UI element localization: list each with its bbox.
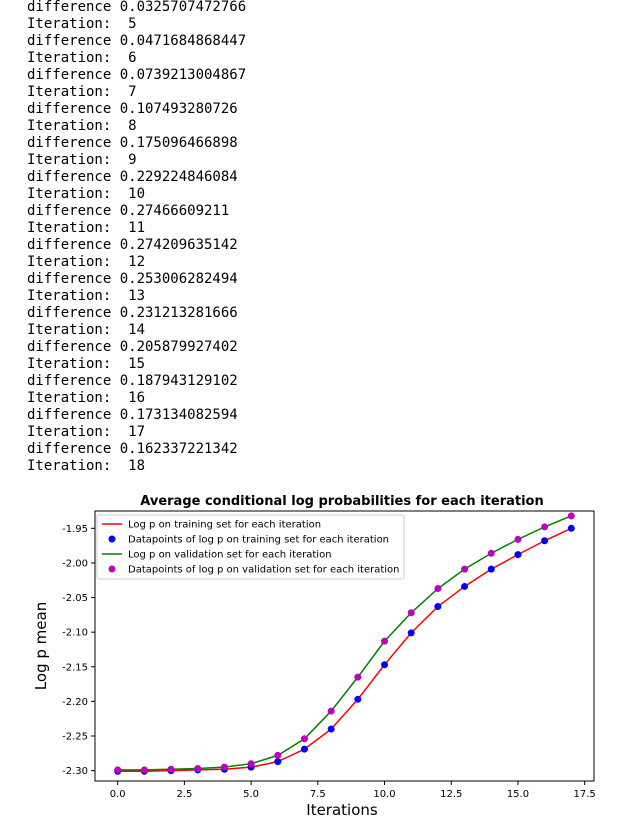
- console-line: Iteration: 6: [27, 50, 137, 66]
- console-line: Iteration: 8: [27, 118, 137, 134]
- legend-entry: Log p on training set for each iteration: [128, 520, 321, 531]
- console-line: Iteration: 9: [27, 152, 137, 168]
- console-output: difference 0.0325707472766 Iteration: 5 di…: [27, 0, 246, 475]
- data-point: [434, 585, 442, 593]
- console-line: difference 0.27466609211: [27, 203, 230, 219]
- console-line: difference 0.205879927402: [27, 339, 238, 355]
- console-line: Iteration: 5: [27, 16, 137, 32]
- x-tick-label: 2.5: [176, 789, 192, 800]
- x-tick-label: 0.0: [110, 789, 126, 800]
- legend-marker-swatch: [108, 535, 116, 543]
- data-point: [567, 512, 575, 520]
- legend: Log p on training set for each iteration…: [96, 514, 405, 580]
- y-axis-label: Log p mean: [32, 602, 50, 690]
- y-tick-label: -1.95: [62, 524, 88, 535]
- data-point: [381, 661, 389, 669]
- console-line: difference 0.173134082594: [27, 407, 238, 423]
- data-point: [381, 637, 389, 645]
- legend-marker-swatch: [108, 565, 116, 573]
- data-point: [487, 549, 495, 557]
- console-line: Iteration: 10: [27, 186, 146, 202]
- console-line: Iteration: 16: [27, 390, 146, 406]
- console-line: difference 0.253006282494: [27, 271, 238, 287]
- data-point: [327, 725, 335, 733]
- console-line: difference 0.274209635142: [27, 237, 238, 253]
- y-tick-label: -2.20: [62, 697, 88, 708]
- x-axis-label: Iterations: [306, 801, 378, 819]
- console-line: Iteration: 18: [27, 458, 146, 474]
- y-axis: -1.95 -2.00 -2.05 -2.10 -2.15 -2.20 -2.25 -2.30: [62, 524, 95, 777]
- data-point: [327, 707, 335, 715]
- legend-entry: Log p on validation set for each iterati…: [128, 550, 332, 561]
- console-line: Iteration: 11: [27, 220, 146, 236]
- y-tick-label: -2.25: [62, 732, 88, 743]
- x-tick-label: 12.5: [440, 789, 462, 800]
- x-tick-label: 10.0: [373, 789, 395, 800]
- console-line: Iteration: 12: [27, 254, 146, 270]
- legend-entry: Datapoints of log p on training set for …: [128, 535, 389, 546]
- data-point: [461, 582, 469, 590]
- console-line: Iteration: 13: [27, 288, 146, 304]
- series-line-2: [117, 515, 572, 771]
- console-line: difference 0.162337221342: [27, 441, 238, 457]
- console-line: Iteration: 17: [27, 424, 146, 440]
- console-line: difference 0.229224846084: [27, 169, 238, 185]
- data-point: [140, 766, 148, 774]
- x-axis: 0.0 2.5 5.0 7.5 10.0 12.5 15.0 17.5: [110, 781, 596, 800]
- x-tick-label: 5.0: [243, 789, 259, 800]
- y-tick-label: -2.05: [62, 593, 88, 604]
- data-point: [487, 565, 495, 573]
- data-point: [461, 565, 469, 573]
- console-line: difference 0.0325707472766: [27, 0, 247, 15]
- log-probability-chart: Average conditional log probabilities fo…: [32, 494, 596, 819]
- console-line: difference 0.175096466898: [27, 135, 238, 151]
- x-tick-label: 7.5: [310, 789, 326, 800]
- data-point: [354, 695, 362, 703]
- data-point: [274, 751, 282, 759]
- data-point: [514, 535, 522, 543]
- data-point: [541, 523, 549, 531]
- data-point: [220, 763, 228, 771]
- console-line: difference 0.187943129102: [27, 373, 238, 389]
- data-point: [300, 735, 308, 743]
- console-line: difference 0.0739213004867: [27, 67, 247, 83]
- console-line: difference 0.107493280726: [27, 101, 238, 117]
- y-tick-label: -2.10: [62, 628, 88, 639]
- legend-entry: Datapoints of log p on validation set fo…: [128, 565, 400, 576]
- y-tick-label: -2.15: [62, 662, 88, 673]
- data-point: [407, 629, 415, 637]
- axes-frame: [94, 510, 595, 782]
- data-point: [407, 609, 415, 617]
- data-point: [514, 551, 522, 559]
- data-point: [541, 537, 549, 545]
- data-point: [194, 765, 202, 773]
- chart-title: Average conditional log probabilities fo…: [140, 494, 543, 509]
- y-tick-label: -2.00: [62, 558, 88, 569]
- console-line: Iteration: 7: [27, 84, 137, 100]
- data-point: [247, 760, 255, 768]
- console-line: Iteration: 14: [27, 322, 146, 338]
- data-point: [354, 673, 362, 681]
- data-point: [167, 765, 175, 773]
- data-point: [274, 758, 282, 766]
- data-point: [300, 745, 308, 753]
- legend-box: [96, 514, 405, 580]
- series-line-0: [117, 527, 572, 773]
- console-line: Iteration: 15: [27, 356, 146, 372]
- x-tick-label: 15.0: [507, 789, 529, 800]
- y-tick-label: -2.30: [62, 766, 88, 777]
- data-point: [567, 524, 575, 532]
- console-line: difference 0.0471684868447: [27, 33, 247, 49]
- console-line: difference 0.231213281666: [27, 305, 238, 321]
- data-point: [114, 766, 122, 774]
- data-point: [434, 603, 442, 611]
- plot-area: [114, 512, 575, 775]
- x-tick-label: 17.5: [574, 789, 596, 800]
